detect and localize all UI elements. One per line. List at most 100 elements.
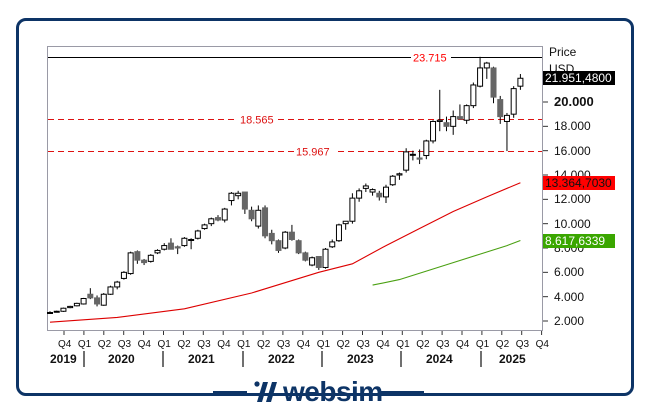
candle-body	[255, 209, 262, 227]
candle-body	[248, 209, 255, 220]
candle-body	[147, 254, 154, 262]
candle-body	[450, 116, 457, 127]
candle-body	[60, 307, 67, 312]
x-axis-year-label: 2024	[426, 352, 453, 366]
candle-body	[315, 256, 322, 268]
candle-body	[423, 140, 430, 157]
candle-body	[100, 293, 107, 306]
logo-wordmark: websim	[283, 376, 383, 407]
candle-body	[181, 237, 188, 247]
logo-divider-left	[213, 391, 247, 394]
x-axis-quarter-label: Q1	[475, 339, 490, 350]
candle-body	[235, 192, 242, 197]
candle-body	[114, 281, 121, 288]
x-axis-quarter-label: Q4	[296, 339, 311, 350]
x-axis-quarter-label: Q2	[257, 339, 271, 350]
x-axis-quarter-label: Q4	[376, 339, 390, 350]
candle-body	[349, 197, 356, 222]
reference-line-label: 15.967	[296, 147, 330, 159]
candle-body	[161, 245, 168, 250]
candle-body	[483, 62, 490, 69]
moving-average-line	[372, 239, 521, 286]
y-axis-tick-label: 10.000	[554, 216, 591, 231]
x-axis-quarter-label: Q2	[177, 339, 191, 350]
candle-body	[188, 238, 195, 241]
x-axis-quarter-label: Q4	[535, 339, 549, 350]
x-axis-quarter-label: Q3	[117, 339, 132, 350]
x-axis-year-label: 2022	[268, 352, 295, 366]
candle-body	[443, 122, 450, 127]
candle-body	[154, 249, 161, 254]
candle-body	[87, 293, 94, 299]
candle-body	[295, 240, 302, 254]
candle-body	[416, 157, 423, 160]
x-axis-quarter-label: Q2	[336, 339, 350, 350]
candle-body	[403, 151, 410, 171]
candle-body	[383, 186, 389, 198]
candle-body	[356, 190, 363, 199]
x-axis-year-label: 2025	[499, 352, 526, 366]
x-axis-year-label: 2021	[188, 352, 215, 366]
candle-body	[174, 246, 181, 249]
x-axis-quarter-label: Q2	[416, 339, 430, 350]
candle-body	[241, 191, 248, 210]
ma-green-price-tag: 8.617,6339	[543, 234, 615, 248]
x-axis-year-label: 2019	[50, 352, 77, 366]
candle-body	[127, 252, 134, 275]
x-axis-quarter-label: Q3	[276, 339, 291, 350]
x-axis-quarter-label: Q1	[237, 339, 251, 350]
y-axis-tick-label: 12.000	[554, 192, 591, 207]
websim-logo-icon	[254, 381, 277, 402]
candle-body	[141, 259, 148, 264]
candle-body	[477, 67, 484, 87]
candle-body	[94, 297, 101, 305]
candle-body	[201, 224, 208, 230]
candle-body	[221, 208, 228, 221]
reference-line-label: 18.565	[240, 115, 274, 127]
x-axis-quarter-label: Q3	[436, 339, 450, 350]
candle-body	[409, 153, 416, 156]
candle-body	[67, 305, 74, 309]
candle-body	[430, 120, 437, 142]
candle-body	[134, 251, 141, 261]
ma-red-price-tag: 13.364,7030	[543, 176, 615, 190]
candle-body	[369, 189, 376, 193]
candle-body	[167, 242, 174, 250]
x-axis-quarter-label: Q1	[77, 339, 92, 350]
candle-body	[470, 84, 477, 107]
candle-body	[80, 297, 87, 305]
candle-body	[194, 230, 201, 239]
brand-footer: websim	[0, 376, 657, 407]
candle-body	[497, 99, 504, 118]
candle-body	[275, 240, 282, 251]
y-axis-tick-label: 6.000	[554, 265, 585, 280]
candle-body	[47, 311, 53, 314]
x-axis-quarter-label: Q3	[197, 339, 211, 350]
candle-body	[510, 88, 517, 115]
candle-body	[517, 77, 524, 87]
y-axis-tick-label: 20.000	[554, 94, 594, 109]
candle-body	[490, 67, 497, 98]
candle-body	[376, 192, 383, 198]
x-axis-quarter-label: Q4	[137, 339, 151, 350]
reference-line-label: 23.715	[413, 53, 447, 65]
logo-divider-right	[380, 391, 424, 394]
candle-body	[268, 232, 275, 242]
x-axis-quarter-label: Q2	[97, 339, 112, 350]
price-axis-title: Price	[549, 45, 577, 59]
x-axis-quarter-label: Q4	[58, 339, 72, 350]
x-axis-quarter-label: Q4	[217, 339, 231, 350]
moving-average-line	[49, 182, 521, 323]
x-axis-quarter-label: Q2	[495, 339, 510, 350]
y-axis-tick-label: 2.000	[554, 314, 585, 328]
x-axis-quarter-label: Q3	[515, 339, 530, 350]
x-axis-year-label: 2020	[108, 352, 135, 366]
candle-body	[322, 248, 329, 268]
candle-body	[329, 241, 336, 248]
candle-body	[335, 224, 342, 242]
candle-body	[309, 257, 316, 266]
candle-body	[396, 173, 403, 176]
candle-body	[120, 271, 127, 279]
chart-plot-area[interactable]	[47, 46, 543, 331]
